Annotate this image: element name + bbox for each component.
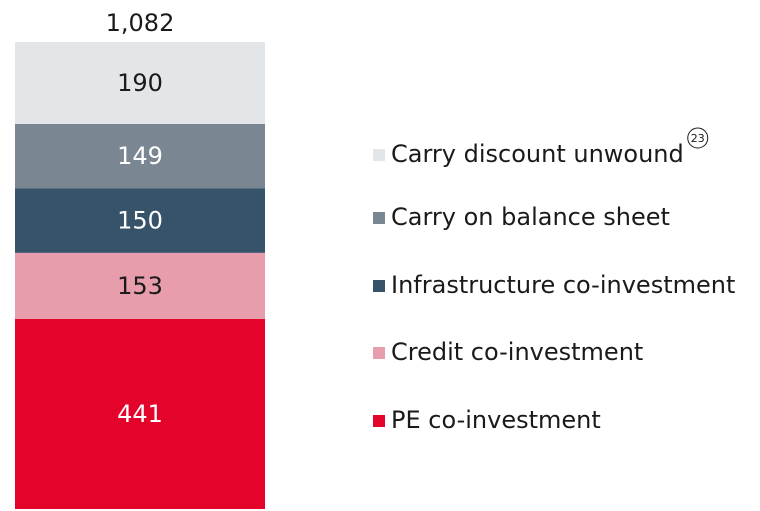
segment-label: 190 bbox=[117, 69, 163, 97]
segment-label: 153 bbox=[117, 272, 163, 300]
bar-segment bbox=[15, 123, 265, 189]
footnote: 23 bbox=[691, 132, 705, 145]
segment-label: 150 bbox=[117, 207, 163, 235]
total-label: 1,082 bbox=[106, 9, 175, 37]
legend-swatch bbox=[373, 212, 385, 224]
bar-segment bbox=[15, 42, 265, 124]
segment-label: 149 bbox=[117, 142, 163, 170]
legend-swatch bbox=[373, 149, 385, 161]
bar-segment bbox=[15, 252, 265, 319]
legend-label: Infrastructure co-investment bbox=[391, 271, 735, 299]
bar-segment bbox=[15, 318, 265, 509]
legend-label: Carry on balance sheet bbox=[391, 203, 670, 231]
legend-label: PE co-investment bbox=[391, 406, 601, 434]
legend-swatch bbox=[373, 415, 385, 427]
legend-swatch bbox=[373, 347, 385, 359]
footnote-circle bbox=[687, 127, 709, 149]
bar-segment bbox=[15, 188, 265, 253]
legend-label: Credit co-investment bbox=[391, 338, 643, 366]
legend-label: Carry discount unwound bbox=[391, 140, 684, 168]
legend-swatch bbox=[373, 280, 385, 292]
segment-label: 441 bbox=[117, 400, 163, 428]
